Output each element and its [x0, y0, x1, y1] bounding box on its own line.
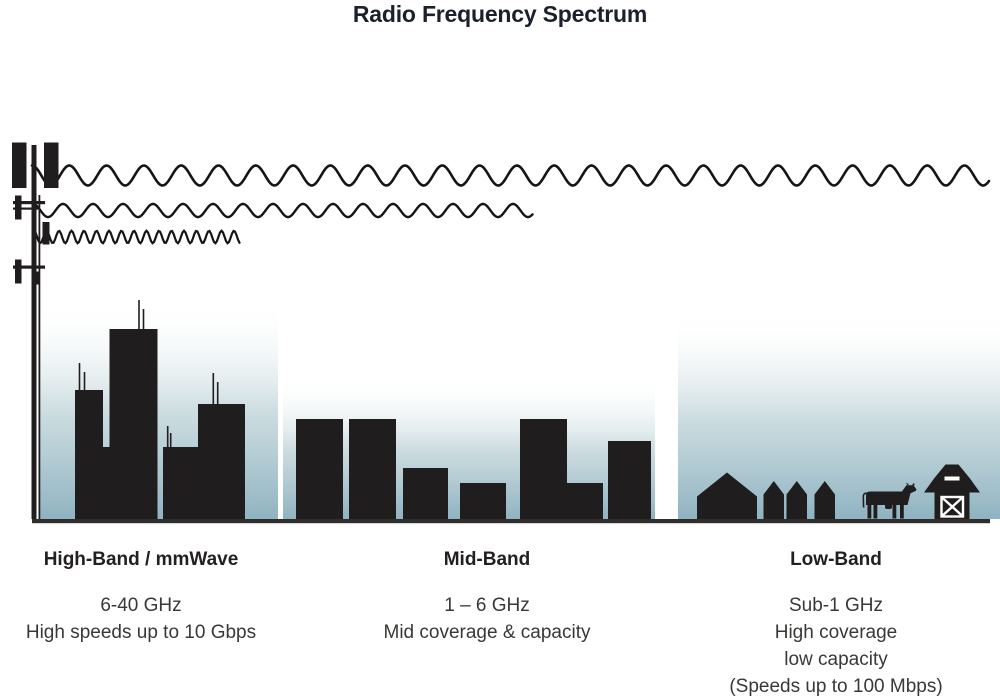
cow-leg [867, 503, 872, 519]
barn-door-cross [940, 496, 964, 518]
tower-antenna-panel-left [12, 142, 27, 188]
mid-band-building [608, 441, 651, 519]
low-band-description-3: (Speeds up to 100 Mbps) [729, 676, 943, 697]
long-wavelength-wave [30, 164, 991, 187]
cow-icon [862, 482, 917, 519]
low-band-description-1: High coverage [774, 622, 898, 643]
spectrum-scene [12, 142, 1000, 524]
tower-crossbar-lower [13, 265, 45, 269]
house-silhouette [814, 481, 835, 519]
cow-udder [885, 503, 892, 509]
house-silhouette [697, 472, 757, 519]
medium-wavelength-wave [31, 202, 534, 219]
high-band-building [163, 447, 198, 519]
cow-leg [873, 503, 878, 519]
cell-tower-icon [12, 142, 59, 519]
mid-band-description: Mid coverage & capacity [383, 622, 591, 643]
mid-band-building [349, 419, 396, 519]
high-band-heading: High-Band / mmWave [43, 549, 239, 570]
low-band-label: Low-Band Sub-1 GHz High coverage low cap… [710, 549, 962, 700]
mid-band-label: Mid-Band 1 – 6 GHz Mid coverage & capaci… [361, 549, 613, 646]
tower-side-panel-lower [15, 259, 22, 284]
radio-waves [30, 164, 991, 245]
high-band-building [103, 447, 110, 519]
high-band-building [198, 404, 245, 519]
tower-crossbar-upper [13, 201, 45, 205]
low-band-description-2: low capacity [784, 649, 888, 670]
mid-band-building [296, 419, 343, 519]
high-band-frequency: 6-40 GHz [100, 595, 182, 616]
short-wavelength-wave [32, 229, 241, 245]
high-band-description: High speeds up to 10 Gbps [25, 622, 257, 643]
tower-pole [31, 145, 37, 519]
barn-body [934, 490, 970, 519]
ground-line [32, 519, 990, 524]
diagram-title: Radio Frequency Spectrum [352, 1, 648, 27]
mid-band-building [567, 483, 603, 519]
barn-icon [924, 464, 980, 519]
cow-body [866, 485, 917, 505]
low-band-frequency: Sub-1 GHz [789, 595, 883, 616]
cow-horn [905, 482, 909, 486]
cow-ear [912, 482, 915, 486]
mid-band-building [403, 468, 448, 519]
high-band-building [75, 390, 103, 519]
house-silhouette [786, 481, 807, 519]
high-band-building [109, 329, 158, 519]
high-band-label: High-Band / mmWave 6-40 GHz High speeds … [15, 549, 267, 646]
low-band-heading: Low-Band [790, 549, 882, 570]
cow-tail [862, 492, 867, 508]
cow-leg [900, 503, 904, 519]
tower-side-panel-upper [15, 195, 22, 220]
mid-band-heading: Mid-Band [443, 549, 531, 570]
building-silhouettes [75, 300, 835, 519]
mid-band-building [460, 483, 506, 519]
tower-side-panel-mid [42, 222, 50, 245]
tower-crossbar-upper-2 [13, 207, 38, 210]
ground-baseline [32, 519, 990, 524]
house-silhouette [763, 481, 784, 519]
barn-door-frame [940, 495, 965, 518]
barn-loft-vent [944, 476, 960, 481]
cow-leg [892, 503, 897, 519]
mid-band-frequency: 1 – 6 GHz [444, 595, 530, 616]
tower-antenna-panel-right [44, 142, 59, 188]
tower-stub [36, 271, 40, 285]
tower-pole-secondary [38, 195, 41, 519]
mid-band-building [520, 419, 567, 519]
